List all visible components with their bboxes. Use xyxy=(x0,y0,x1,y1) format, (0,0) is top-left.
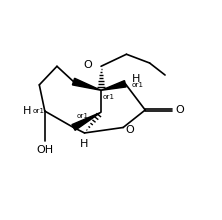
Text: or1: or1 xyxy=(33,108,45,114)
Text: O: O xyxy=(175,105,184,115)
Text: or1: or1 xyxy=(77,113,89,119)
Text: H: H xyxy=(132,74,140,84)
Text: OH: OH xyxy=(36,145,53,155)
Text: O: O xyxy=(126,125,135,135)
Polygon shape xyxy=(72,78,101,90)
Polygon shape xyxy=(72,112,101,130)
Text: O: O xyxy=(83,60,92,70)
Text: or1: or1 xyxy=(103,94,115,100)
Text: or1: or1 xyxy=(132,82,144,88)
Polygon shape xyxy=(101,81,126,90)
Text: H: H xyxy=(23,106,32,116)
Text: H: H xyxy=(80,139,89,149)
